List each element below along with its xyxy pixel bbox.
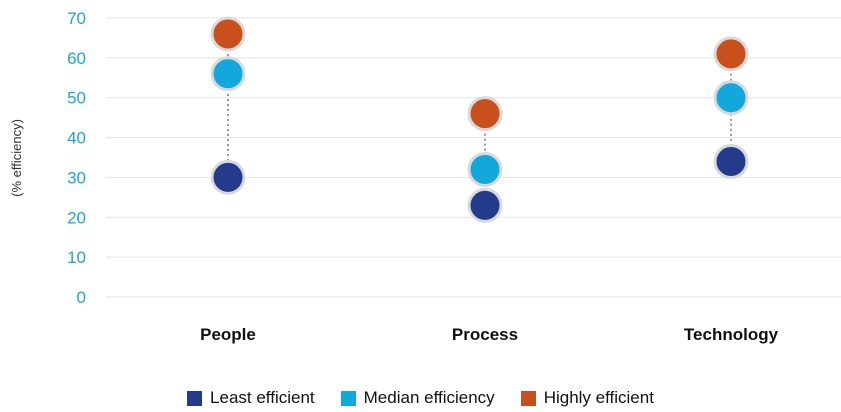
- legend-label-highly-efficient: Highly efficient: [543, 388, 654, 407]
- legend-swatch-median-efficiency: [340, 390, 356, 406]
- point-median-efficiency-process: [467, 151, 503, 187]
- category-label-technology: Technology: [684, 325, 779, 344]
- y-tick-label: 60: [67, 49, 86, 68]
- point-highly-efficient-people: [210, 16, 246, 52]
- point-highly-efficient-technology: [713, 36, 749, 72]
- point-median-efficiency-people: [210, 56, 246, 92]
- y-axis-title: (% efficiency): [9, 119, 24, 197]
- y-tick-label: 0: [77, 288, 86, 307]
- point-highly-efficient-process: [467, 96, 503, 132]
- point-least-efficient-people: [210, 159, 246, 195]
- legend-item-least-efficient: Least efficient: [187, 388, 315, 408]
- point-median-efficiency-technology: [713, 80, 749, 116]
- category-labels: People Process Technology: [200, 325, 778, 344]
- y-tick-label: 40: [67, 129, 86, 148]
- y-tick-labels: 0 10 20 30 40 50 60 70: [67, 9, 86, 307]
- category-label-people: People: [200, 325, 256, 344]
- chart: (% efficiency) 0 10 20 30 40 50 60 70 People Pro…: [9, 9, 841, 344]
- y-tick-label: 50: [67, 89, 86, 108]
- y-tick-label: 30: [67, 168, 86, 187]
- legend-label-median-efficiency: Median efficiency: [363, 388, 495, 407]
- y-tick-label: 20: [67, 208, 86, 227]
- legend-swatch-highly-efficient: [520, 390, 536, 406]
- legend-swatch-least-efficient: [187, 390, 203, 406]
- point-least-efficient-process: [467, 187, 503, 223]
- point-least-efficient-technology: [713, 143, 749, 179]
- legend-item-median-efficiency: Median efficiency: [340, 388, 495, 408]
- y-tick-label: 10: [67, 248, 86, 267]
- y-tick-label: 70: [67, 9, 86, 28]
- legend-item-highly-efficient: Highly efficient: [520, 388, 654, 408]
- legend: Least efficient Median efficiency Highly…: [0, 388, 841, 408]
- legend-label-least-efficient: Least efficient: [210, 388, 315, 407]
- data-points: [210, 16, 749, 223]
- category-label-process: Process: [452, 325, 518, 344]
